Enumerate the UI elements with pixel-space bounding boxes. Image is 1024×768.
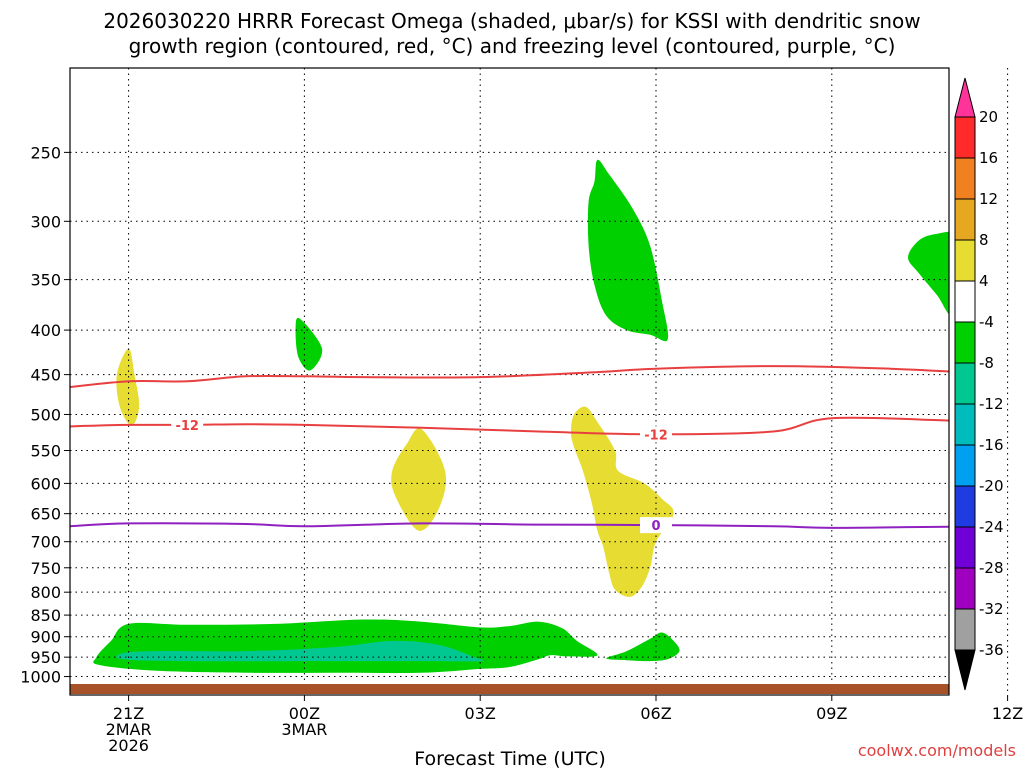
colorbar-segment-11 (954, 567, 976, 610)
omega-shade-8 (116, 640, 485, 662)
colorbar-tick-2: 12 (979, 190, 998, 208)
colorbar-tick-7: -12 (979, 395, 1004, 413)
colorbar-segment-6 (954, 362, 976, 405)
y-axis-ticks: 250 300 350 400 450 500 550 600 650 700 750 800 850 9… (20, 143, 70, 687)
colorbar-segment-9 (954, 485, 976, 528)
contour-label-bg-freezing_level-0 (640, 517, 672, 534)
contour-label-dgz_bottom-0: -12 (175, 419, 199, 434)
x-tick-label-12-0: 09Z (816, 704, 847, 723)
y-tick-label-900: 900 (30, 628, 61, 647)
omega-shade-2 (391, 428, 446, 531)
colorbar-tick-4: 4 (979, 272, 989, 290)
omega-shade-4 (587, 159, 669, 342)
y-tick-label-650: 650 (30, 505, 61, 524)
shaded-regions (93, 159, 949, 674)
y-tick-label-600: 600 (30, 474, 61, 493)
colorbar-tick-9: -20 (979, 477, 1004, 495)
plot-frame (69, 67, 950, 696)
colorbar-top-arrow (954, 77, 976, 118)
colorbar-tick-11: -28 (979, 559, 1004, 577)
colorbar-bottom-arrow (954, 649, 976, 691)
y-tick-label-800: 800 (30, 583, 61, 602)
colorbar-segment-7 (954, 403, 976, 446)
omega-shade-3 (571, 406, 674, 597)
y-tick-label-700: 700 (30, 533, 61, 552)
colorbar-tick-5: -4 (979, 313, 994, 331)
x-tick-label-0-2: 2026 (108, 736, 149, 755)
contour-label-bg-dgz_bottom-0 (171, 416, 204, 433)
colorbar: 20 16 12 8 4 -4 -8 -12 -16 -20 -24 -28 -32 -36 (954, 77, 1004, 691)
x-tick-label-9-0: 06Z (640, 704, 671, 723)
y-tick-label-300: 300 (30, 212, 61, 231)
colorbar-segment-5 (954, 321, 976, 364)
omega-shade-9 (606, 632, 680, 662)
chart-title-line2: growth region (contoured, red, °C) and f… (129, 34, 896, 58)
y-tick-label-450: 450 (30, 366, 61, 385)
colorbar-segment-3 (954, 239, 976, 282)
colorbar-tick-8: -16 (979, 436, 1004, 454)
colorbar-tick-3: 8 (979, 231, 989, 249)
y-tick-label-500: 500 (30, 405, 61, 424)
x-tick-label-15-0: 12Z (992, 704, 1023, 723)
contour-label-dgz_bottom-1: -12 (644, 428, 668, 443)
colorbar-segment-10 (954, 526, 976, 569)
contour-dgz_top (70, 365, 949, 388)
colorbar-segment-1 (954, 157, 976, 200)
omega-shade-1 (295, 317, 323, 371)
x-tick-label-0-0: 21Z (113, 704, 144, 723)
contour-dgz_bottom (70, 416, 949, 436)
x-tick-label-3-1: 3MAR (281, 720, 327, 739)
colorbar-tick-1: 16 (979, 149, 998, 167)
colorbar-tick-13: -36 (979, 641, 1004, 659)
gridlines (70, 68, 1009, 695)
colorbar-segment-12 (954, 608, 976, 651)
omega-shade-5 (908, 231, 949, 315)
colorbar-segment-2 (954, 198, 976, 241)
y-tick-label-950: 950 (30, 648, 61, 667)
y-tick-label-850: 850 (30, 606, 61, 625)
colorbar-tick-6: -8 (979, 354, 994, 372)
x-tick-label-3-0: 00Z (289, 704, 320, 723)
y-tick-label-750: 750 (30, 559, 61, 578)
omega-shade-0 (116, 348, 140, 426)
contour-freezing_level (70, 522, 949, 529)
y-tick-label-1000: 1000 (20, 668, 61, 687)
y-tick-label-550: 550 (30, 442, 61, 461)
colorbar-segment-4 (954, 280, 976, 323)
y-tick-label-350: 350 (30, 271, 61, 290)
ground-strip (70, 684, 949, 694)
colorbar-tick-12: -32 (979, 600, 1004, 618)
x-axis-label: Forecast Time (UTC) (414, 748, 605, 768)
x-tick-label-6-0: 03Z (465, 704, 496, 723)
colorbar-tick-10: -24 (979, 518, 1004, 536)
colorbar-tick-0: 20 (979, 108, 998, 126)
colorbar-segment-8 (954, 444, 976, 487)
credit-text: coolwx.com/models (858, 741, 1016, 760)
contour-label-freezing_level-0: 0 (651, 519, 660, 534)
y-tick-label-400: 400 (30, 321, 61, 340)
x-tick-label-0-1: 2MAR (106, 720, 152, 739)
contour-label-bg-dgz_bottom-1 (640, 426, 672, 443)
chart-title-line1: 2026030220 HRRR Forecast Omega (shaded, … (103, 9, 920, 33)
temperature-contours: -12-12-120 0 (70, 365, 949, 534)
y-tick-label-250: 250 (30, 143, 61, 162)
colorbar-segment-0 (954, 116, 976, 159)
